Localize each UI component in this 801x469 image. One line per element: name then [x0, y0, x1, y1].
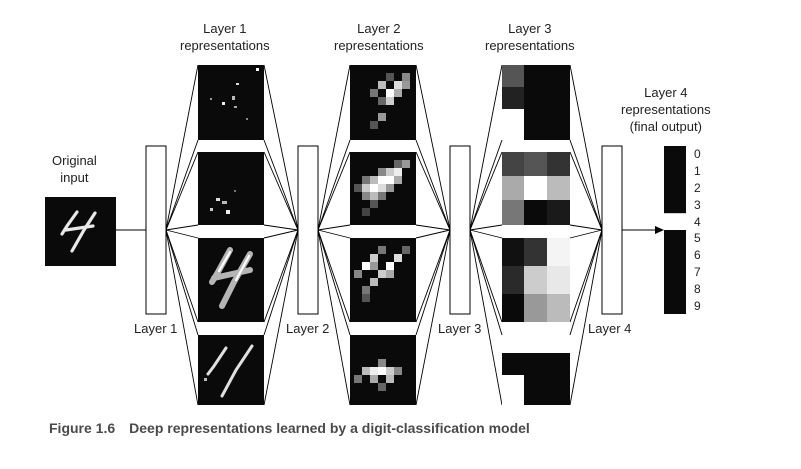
layer2-map-4	[350, 335, 416, 405]
layer1-label: Layer 1	[132, 321, 179, 337]
layer3-map-3	[502, 238, 570, 322]
output-digit-9: 9	[694, 299, 701, 313]
layer2-map-3	[350, 238, 416, 322]
layer4-representations-label: Layer 4 representations (final output)	[621, 84, 711, 135]
output-digit-2: 2	[694, 181, 701, 195]
layer3-representations-label: Layer 3 representations	[485, 20, 575, 54]
output-digit-7: 7	[694, 265, 701, 279]
layer1-representations-label: Layer 1 representations	[180, 20, 270, 54]
layer2-label: Layer 2	[284, 321, 331, 337]
layer2-map-2	[350, 152, 416, 225]
layer2-representations-label: Layer 2 representations	[334, 20, 424, 54]
layer1-map-4	[198, 335, 264, 405]
output-digit-3: 3	[694, 198, 701, 212]
layer4-label: Layer 4	[586, 321, 633, 337]
figure-number: Figure 1.6	[49, 420, 115, 436]
layer3-label: Layer 3	[436, 321, 483, 337]
layer2-map-1	[350, 65, 416, 140]
layer4-box	[602, 146, 622, 314]
layer3-map-2	[502, 152, 570, 225]
original-input-label: Original input	[52, 152, 97, 186]
output-digit-5: 5	[694, 231, 701, 245]
original-input-image	[45, 197, 116, 266]
predicted-digit-cell	[664, 213, 686, 230]
output-digit-1: 1	[694, 164, 701, 178]
output-digit-8: 8	[694, 282, 701, 296]
output-digit-6: 6	[694, 248, 701, 262]
output-vector	[664, 146, 686, 314]
layer3-map-1	[502, 65, 570, 140]
layer3-map-4	[502, 335, 570, 405]
layer1-box	[146, 146, 166, 314]
output-arrow-head	[655, 226, 664, 234]
layer2-box	[298, 146, 318, 314]
output-digit-4: 4	[694, 215, 701, 229]
output-digit-0: 0	[694, 147, 701, 161]
layer1-map-1	[198, 65, 264, 140]
figure-caption: Figure 1.6 Deep representations learned b…	[49, 420, 530, 436]
figure-caption-text: Deep representations learned by a digit-…	[129, 420, 530, 436]
layer1-map-2	[198, 152, 264, 225]
layer3-box	[450, 146, 470, 314]
layer1-map-3	[198, 238, 264, 322]
